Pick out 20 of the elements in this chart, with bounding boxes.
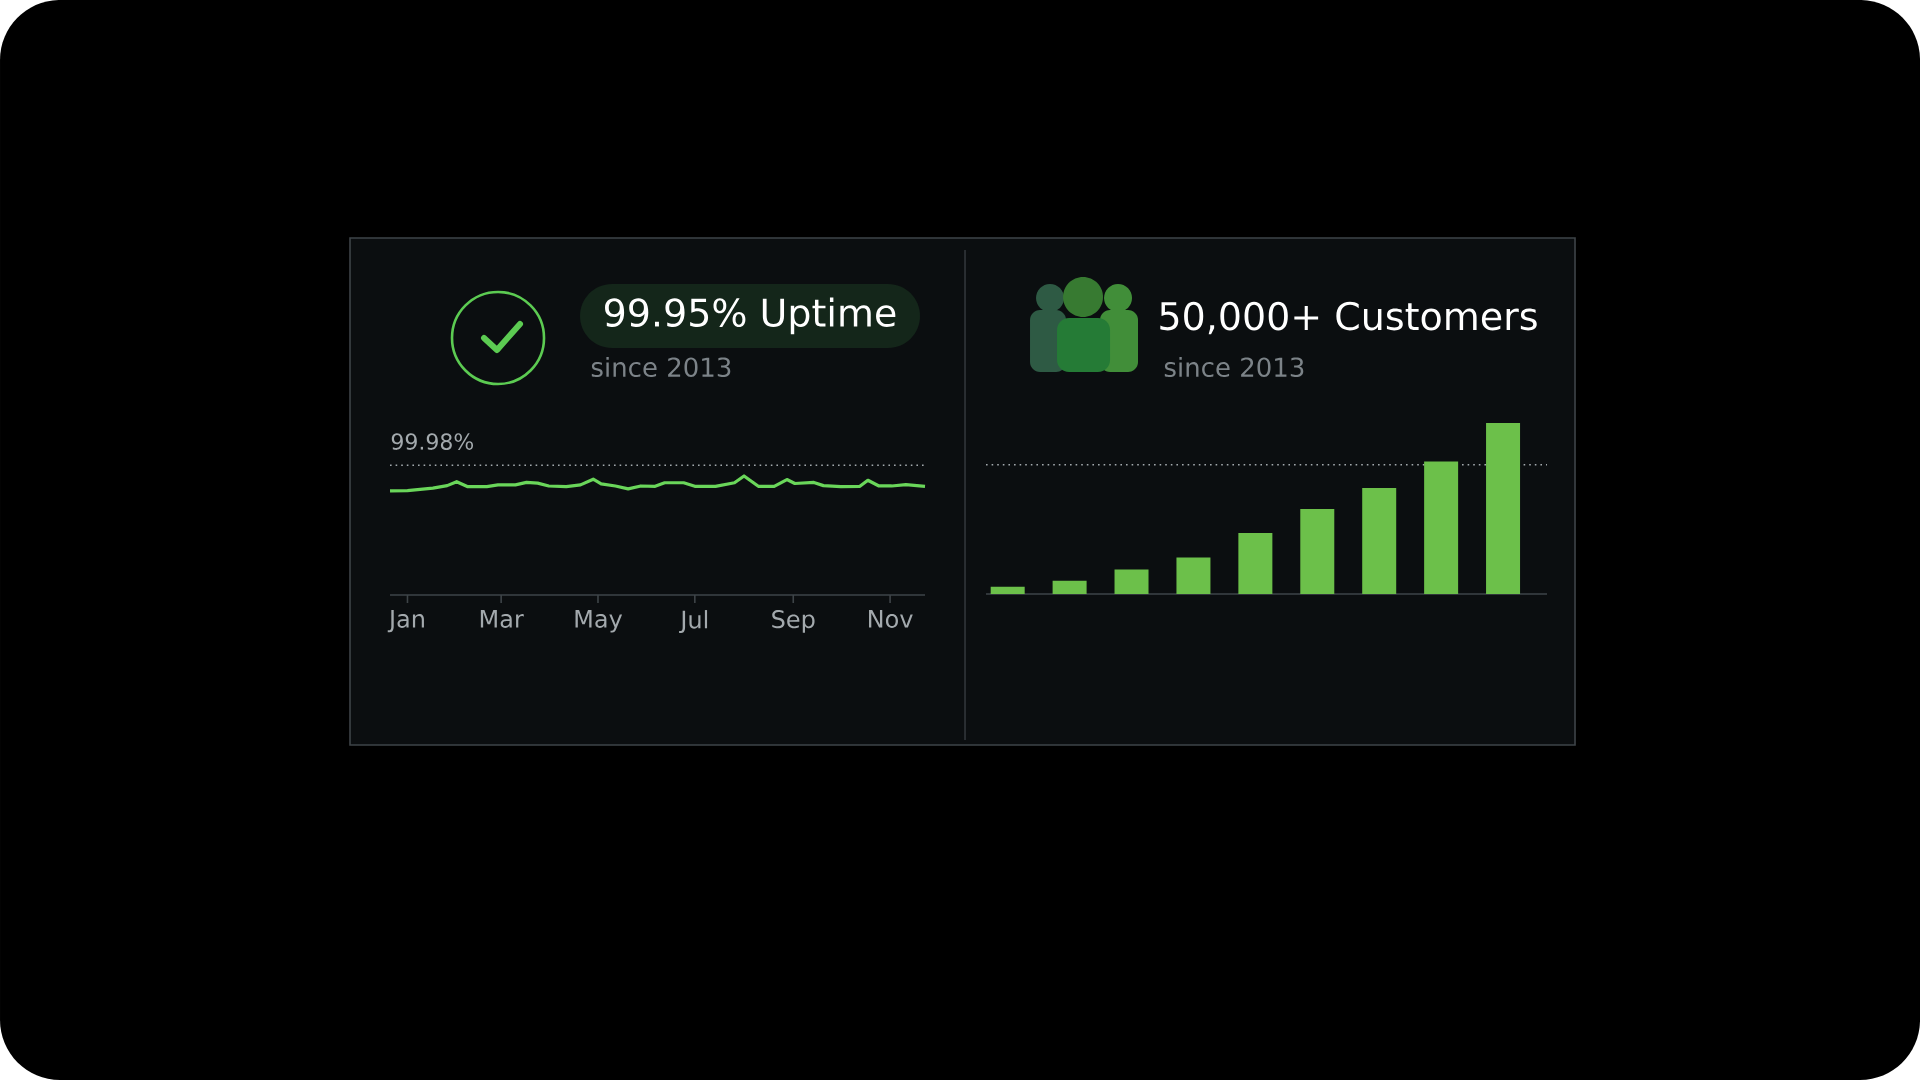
- chart-subtitle: since 2013: [591, 356, 731, 378]
- chart-subtitle: since 2013: [1164, 356, 1304, 378]
- x-tick-label: Jul: [679, 610, 708, 634]
- x-tick-label: Sep: [772, 610, 815, 633]
- bar: [1052, 580, 1087, 594]
- x-tick-label: Nov: [869, 610, 913, 628]
- x-tick-label: Jan: [387, 610, 424, 633]
- bar: [1486, 422, 1521, 594]
- bar: [1114, 569, 1149, 594]
- bar: [1362, 487, 1397, 594]
- bar: [1424, 461, 1459, 594]
- x-tick-label: May: [575, 610, 623, 633]
- bar: [1300, 508, 1335, 594]
- bar: [990, 586, 1025, 594]
- text: 99.98%: [391, 433, 474, 450]
- chart-title: 99.95% Uptime: [605, 297, 896, 335]
- bar: [1238, 533, 1273, 594]
- x-tick-label: Mar: [480, 610, 524, 628]
- chart-title: 50,000+ Customers: [1160, 301, 1537, 335]
- bar: [1176, 557, 1211, 594]
